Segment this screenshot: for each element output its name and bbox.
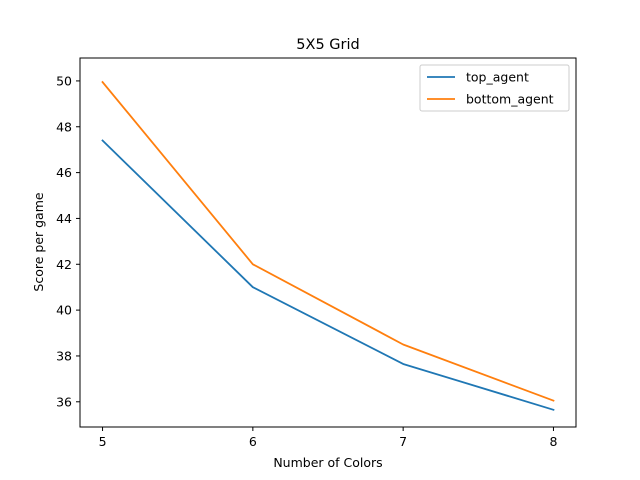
x-tick-label: 6 <box>249 434 257 449</box>
y-axis-ticks: 36 38 40 42 44 46 48 50 <box>56 73 80 409</box>
x-tick-label: 8 <box>549 434 557 449</box>
chart-title: 5X5 Grid <box>296 37 359 53</box>
y-tick-label: 40 <box>56 303 72 318</box>
x-tick-label: 5 <box>99 434 107 449</box>
x-tick-label: 7 <box>399 434 407 449</box>
y-tick-label: 46 <box>56 165 72 180</box>
y-tick-label: 50 <box>56 73 72 88</box>
legend: top_agent bottom_agent <box>419 64 570 112</box>
y-tick-label: 44 <box>56 211 72 226</box>
series-line-bottom_agent <box>101 80 555 402</box>
y-tick-label: 42 <box>56 257 72 272</box>
series-layer <box>101 80 555 411</box>
legend-box <box>419 64 570 112</box>
legend-label-bottom_agent: bottom_agent <box>466 92 554 107</box>
x-axis-ticks: 5 6 7 8 <box>99 427 557 449</box>
y-axis-label: Score per game <box>31 192 46 291</box>
y-tick-label: 48 <box>56 119 72 134</box>
x-axis-label: Number of Colors <box>273 455 382 470</box>
series-line-top_agent <box>101 139 555 411</box>
legend-label-top_agent: top_agent <box>466 70 529 85</box>
plot-area-frame <box>79 57 577 428</box>
y-tick-label: 36 <box>56 394 72 409</box>
y-tick-label: 38 <box>56 348 72 363</box>
